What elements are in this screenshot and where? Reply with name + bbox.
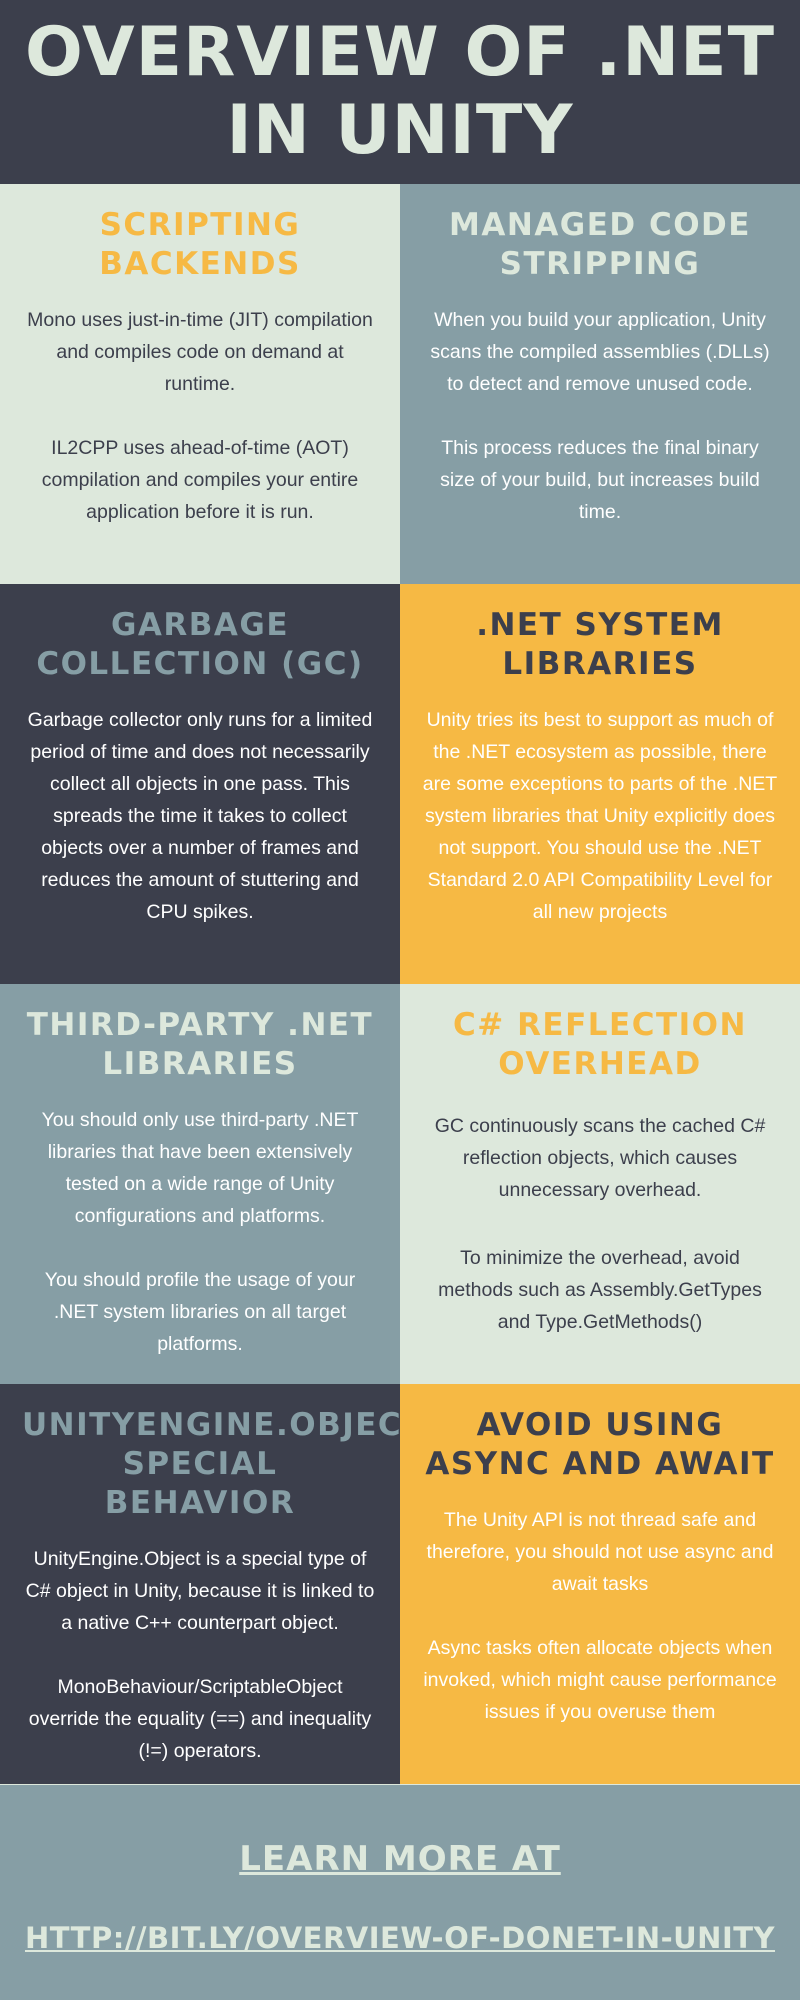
section-heading: THIRD-PARTY .NET LIBRARIES [26,1007,374,1082]
section-paragraph: When you build your application, Unity s… [430,309,770,395]
section-paragraph: The Unity API is not thread safe and the… [426,1509,774,1595]
header-banner: OVERVIEW OF .NET IN UNITY [0,0,800,184]
learn-more-link[interactable]: LEARN MORE AT [239,1839,561,1879]
footer-banner: LEARN MORE AT HTTP://BIT.LY/OVERVIEW-OF-… [0,1784,800,2000]
page-title: OVERVIEW OF .NET IN UNITY [25,13,775,170]
section-paragraph: IL2CPP uses ahead-of-time (AOT) compilat… [41,437,359,523]
section-scripting-backends: SCRIPTING BACKENDS Mono uses just-in-tim… [0,184,400,584]
url-link[interactable]: HTTP://BIT.LY/OVERVIEW-OF-DONET-IN-UNITY [24,1921,776,1955]
section-paragraph: Mono uses just-in-time (JIT) compilation… [27,309,373,395]
section-paragraph: You should profile the usage of your .NE… [44,1269,356,1355]
section-paragraph: GC continuously scans the cached C# refl… [434,1115,766,1201]
section-garbage-collection: GARBAGE COLLECTION (GC) Garbage collecto… [0,584,400,984]
section-reflection-overhead: C# REFLECTION OVERHEAD GC continuously s… [400,984,800,1384]
section-paragraph: Async tasks often allocate objects when … [423,1637,777,1723]
section-paragraph: This process reduces the final binary si… [440,437,760,523]
section-net-system-libraries: .NET SYSTEM LIBRARIES Unity tries its be… [400,584,800,984]
section-paragraph: MonoBehaviour/ScriptableObject override … [28,1676,372,1762]
section-heading: SCRIPTING BACKENDS [99,207,301,282]
section-third-party-libraries: THIRD-PARTY .NET LIBRARIES You should on… [0,984,400,1384]
section-paragraph: Garbage collector only runs for a limite… [27,709,373,923]
section-managed-code-stripping: MANAGED CODE STRIPPING When you build yo… [400,184,800,584]
section-unityengine-object: UNITYENGINE.OBJECT SPECIAL BEHAVIOR Unit… [0,1384,400,1784]
section-paragraph: Unity tries its best to support as much … [422,709,778,923]
section-paragraph: You should only use third-party .NET lib… [41,1109,359,1227]
section-heading: .NET SYSTEM LIBRARIES [476,607,724,682]
section-heading: C# REFLECTION OVERHEAD [453,1007,747,1082]
section-heading: AVOID USING ASYNC AND AWAIT [425,1407,775,1482]
section-heading: UNITYENGINE.OBJECT SPECIAL BEHAVIOR [22,1407,400,1521]
section-heading: MANAGED CODE STRIPPING [449,207,751,282]
section-paragraph: To minimize the overhead, avoid methods … [438,1247,762,1333]
section-async-await: AVOID USING ASYNC AND AWAIT The Unity AP… [400,1384,800,1784]
section-paragraph: UnityEngine.Object is a special type of … [25,1548,375,1634]
section-heading: GARBAGE COLLECTION (GC) [36,607,364,682]
